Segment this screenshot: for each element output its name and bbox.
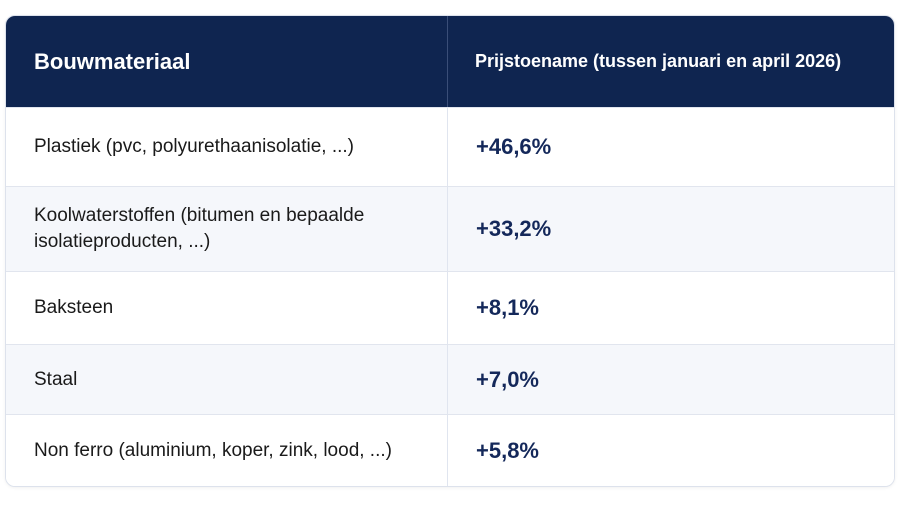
price-increase-value: +7,0% [476,366,539,392]
material-name: Plastiek (pvc, polyurethaanisolatie, ...… [34,136,354,157]
column-header-price-increase: Prijstoename (tussen januari en april 20… [475,51,842,71]
column-header-material: Bouwmateriaal [6,16,448,107]
material-name: Staal [34,368,78,390]
material-name: Koolwaterstoffen (bitumen en bepaalde is… [34,205,365,252]
material-name: Non ferro (aluminium, koper, zink, lood,… [34,439,392,461]
material-name: Baksteen [34,297,114,318]
price-cell: +7,0% [448,345,894,414]
price-increase-value: +8,1% [476,295,539,320]
price-increase-value: +5,8% [476,437,539,463]
material-cell: Plastiek (pvc, polyurethaanisolatie, ...… [6,108,448,186]
material-cell: Koolwaterstoffen (bitumen en bepaalde is… [6,187,448,271]
price-cell: +33,2% [448,187,894,271]
price-cell: +5,8% [448,415,894,486]
price-increase-value: +46,6% [476,134,552,159]
table-row: Koolwaterstoffen (bitumen en bepaalde is… [6,186,894,271]
table-row: Staal +7,0% [6,344,894,414]
table-row: Baksteen +8,1% [6,271,894,344]
table-header-row: Bouwmateriaal Prijstoename (tussen janua… [6,16,894,107]
material-cell: Staal [6,345,448,414]
price-cell: +46,6% [448,108,894,186]
material-cell: Baksteen [6,272,448,344]
price-cell: +8,1% [448,272,894,344]
table-row: Non ferro (aluminium, koper, zink, lood,… [6,414,894,486]
price-increase-value: +33,2% [476,216,552,241]
price-increase-table: Bouwmateriaal Prijstoename (tussen janua… [5,15,895,487]
table-row: Plastiek (pvc, polyurethaanisolatie, ...… [6,107,894,186]
material-cell: Non ferro (aluminium, koper, zink, lood,… [6,415,448,486]
